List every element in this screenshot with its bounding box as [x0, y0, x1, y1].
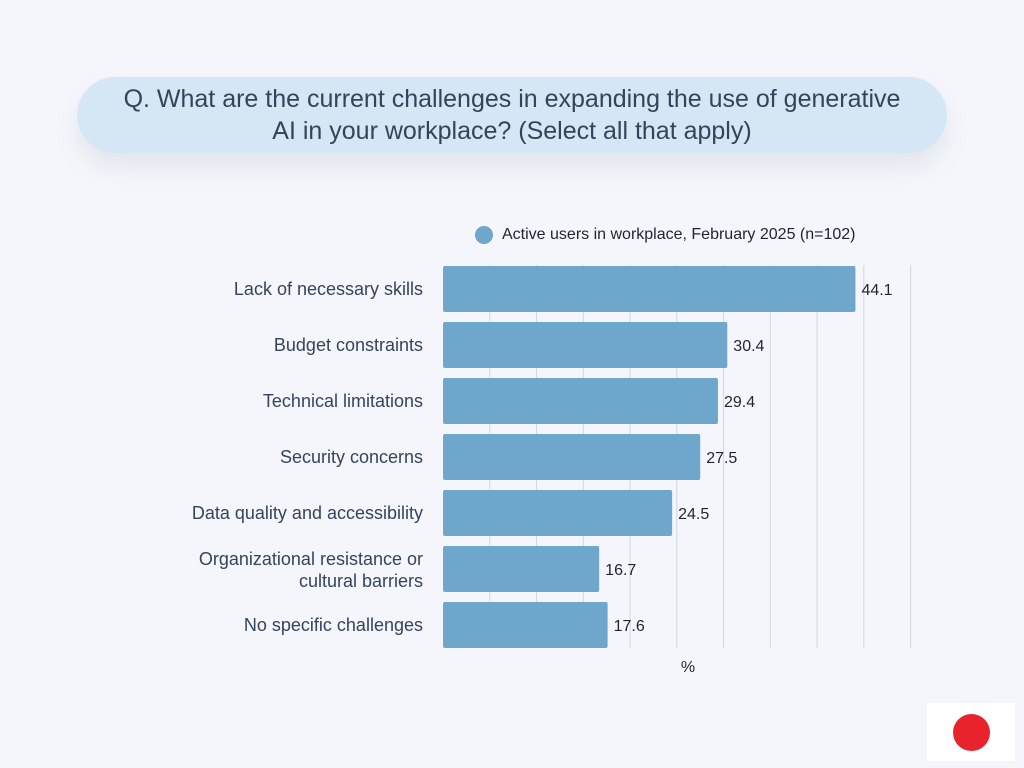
japan-flag [927, 703, 1015, 761]
bar-chart: 44.1 Lack of necessary skills 30.4 Budget c… [192, 265, 912, 676]
flag-red-circle [952, 713, 990, 751]
bar [443, 434, 701, 480]
category-label: Security concerns [280, 447, 423, 467]
data-label: 24.5 [678, 506, 709, 523]
data-label: 16.7 [605, 562, 636, 579]
legend-swatch [475, 226, 493, 244]
bar [443, 490, 673, 536]
category-label: Organizational resistance or cultural bar… [199, 549, 423, 591]
question-text: Q. What are the current challenges in ex… [123, 85, 901, 145]
category-label: No specific challenges [244, 615, 423, 635]
category-label: Lack of necessary skills [234, 279, 423, 299]
data-label: 30.4 [733, 338, 764, 355]
category-label: Budget constraints [274, 335, 423, 355]
question-banner: Q. What are the current challenges in ex… [77, 77, 947, 153]
bar [443, 266, 856, 312]
bar [443, 378, 718, 424]
data-label: 29.4 [724, 394, 755, 411]
bar [443, 546, 600, 592]
bar [443, 602, 608, 648]
category-label: Data quality and accessibility [192, 503, 423, 523]
bar [443, 322, 728, 368]
data-label: 44.1 [861, 282, 892, 299]
chart-legend: Active users in workplace, February 2025… [475, 224, 856, 246]
data-label: 17.6 [614, 618, 645, 635]
legend-label: Active users in workplace, February 2025… [502, 226, 856, 243]
x-axis-label: % [681, 659, 695, 676]
data-label: 27.5 [706, 450, 737, 467]
category-label: Technical limitations [263, 391, 423, 411]
